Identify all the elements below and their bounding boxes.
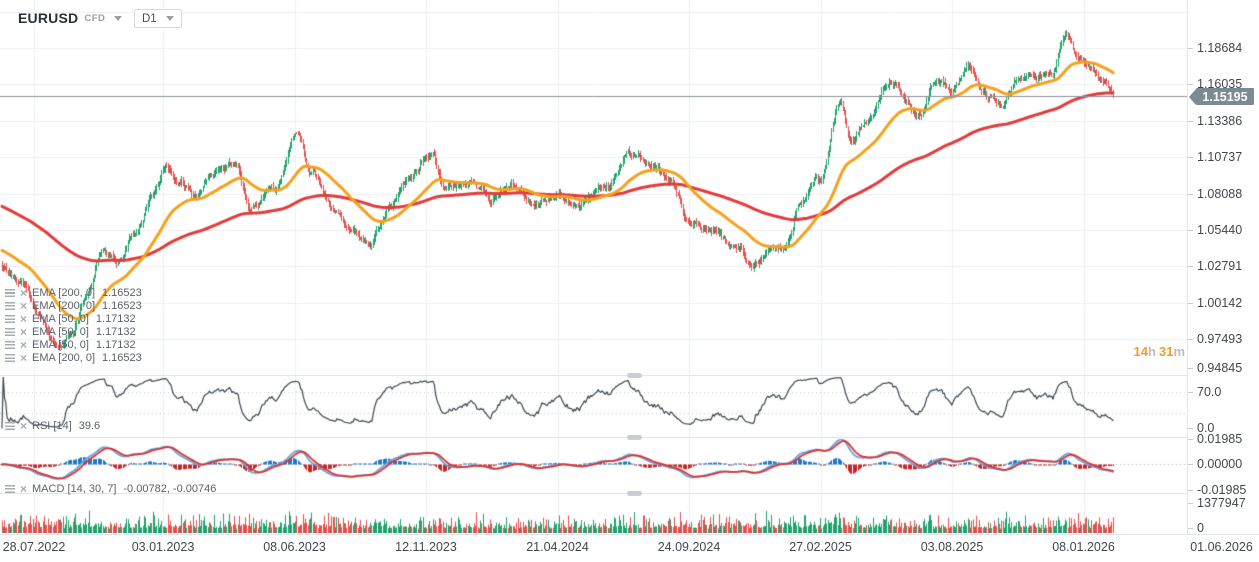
rsi-legend-row: RSI [14] 39.6 [5, 420, 100, 432]
ema-legend-row: EMA [200, 0] 1.16523 [5, 300, 142, 312]
indicator-menu-icon[interactable] [5, 315, 15, 323]
pane-divider-volume[interactable] [0, 491, 1187, 496]
price-axis-label: 1.10737 [1187, 150, 1243, 164]
symbol-selector[interactable]: EURUSD CFD [18, 8, 123, 28]
timeframe-select[interactable]: D1 [134, 9, 182, 28]
indicator-menu-icon[interactable] [5, 341, 15, 349]
countdown-minutes: 31 [1158, 344, 1174, 359]
divider-drag-handle[interactable] [627, 435, 642, 440]
indicator-value: -0.00782, -0.00746 [123, 483, 217, 495]
indicator-label: RSI [14] [32, 420, 72, 432]
timeframe-value: D1 [142, 12, 157, 25]
time-axis-label: 03.01.2023 [131, 540, 195, 554]
indicator-label: EMA [200, 0] [32, 287, 95, 299]
bar-close-countdown: 14h 31m [0, 344, 1185, 359]
macd-legend-row: MACD [14, 30, 7] -0.00782, -0.00746 [5, 483, 216, 495]
time-axis-label: 28.07.2022 [2, 540, 66, 554]
ema-legend-row: EMA [200, 0] 1.16523 [5, 352, 142, 364]
indicator-value: 1.17132 [95, 313, 136, 325]
price-axis-label: 1.02791 [1187, 259, 1243, 273]
indicator-value: 39.6 [78, 420, 101, 432]
indicator-value: 1.16523 [102, 300, 142, 312]
symbol-title: EURUSD [18, 10, 79, 26]
current-price-value: 1.15195 [1202, 89, 1248, 104]
macd-axis-label: 0.01985 [1187, 432, 1243, 446]
ema-legend-row: EMA [50, 0] 1.17132 [5, 326, 136, 338]
chart-canvas[interactable] [0, 0, 1187, 533]
rsi-axis-label: 0.0 [1187, 421, 1215, 435]
indicator-close-icon[interactable] [20, 301, 27, 311]
time-axis-label: 08.06.2023 [263, 540, 326, 554]
price-axis-label: 1.13386 [1187, 114, 1243, 128]
divider-drag-handle[interactable] [627, 373, 642, 378]
indicator-menu-icon[interactable] [5, 328, 15, 336]
indicator-close-icon[interactable] [20, 327, 27, 337]
countdown-minutes-unit: m [1173, 344, 1185, 359]
indicator-label: EMA [200, 0] [32, 300, 95, 312]
price-axis-label: 1.05440 [1187, 223, 1243, 237]
time-axis-label: 01.06.2026 [1190, 540, 1253, 554]
indicator-close-icon[interactable] [20, 421, 27, 431]
time-axis-label: 27.02.2025 [789, 540, 852, 554]
price-axis[interactable]: 1.18684 1.16035 1.13386 1.10737 1.08088 … [1187, 0, 1259, 535]
chevron-down-icon[interactable] [166, 16, 174, 21]
price-axis-label: 0.97493 [1187, 332, 1243, 346]
countdown-hours: 14 [1133, 344, 1149, 359]
indicator-menu-icon[interactable] [5, 354, 15, 362]
time-axis-label: 12.11.2023 [395, 540, 457, 554]
time-axis-label: 03.08.2025 [920, 540, 984, 554]
indicator-close-icon[interactable] [20, 484, 27, 494]
indicator-value: 1.17132 [95, 326, 136, 338]
rsi-axis-label: 70.0 [1187, 385, 1222, 399]
indicator-menu-icon[interactable] [5, 485, 15, 493]
volume-axis-label: 0 [1188, 521, 1204, 535]
time-axis[interactable]: 28.07.2022 03.01.2023 08.06.2023 12.11.2… [0, 534, 1259, 562]
macd-axis-label: 0.00000 [1187, 457, 1243, 471]
indicator-menu-icon[interactable] [5, 302, 15, 310]
indicator-label: EMA [50, 0] [32, 313, 89, 325]
price-axis-label: 0.94845 [1187, 361, 1243, 375]
time-axis-label: 08.01.2026 [1052, 540, 1115, 554]
indicator-close-icon[interactable] [20, 288, 27, 298]
divider-drag-handle[interactable] [627, 491, 642, 496]
indicator-label: MACD [14, 30, 7] [32, 483, 117, 495]
ema-legend-row: EMA [50, 0] 1.17132 [5, 313, 136, 325]
indicator-value: 1.16523 [102, 287, 142, 299]
chevron-down-icon[interactable] [114, 15, 123, 21]
indicator-close-icon[interactable] [20, 314, 27, 324]
indicator-label: EMA [50, 0] [32, 326, 89, 338]
pane-divider-rsi[interactable] [0, 373, 1187, 378]
price-axis-label: 1.18684 [1187, 41, 1243, 55]
indicator-label: EMA [50, 0] [32, 339, 89, 351]
price-axis-label: 1.08088 [1187, 187, 1243, 201]
indicator-menu-icon[interactable] [5, 289, 15, 297]
volume-axis-label: 1377947 [1188, 496, 1246, 510]
ema-legend-row: EMA [50, 0] 1.17132 [5, 339, 136, 351]
indicator-menu-icon[interactable] [5, 422, 15, 430]
time-axis-label: 24.09.2024 [657, 540, 721, 554]
current-price-tag: 1.15195 [1196, 88, 1254, 105]
time-axis-label: 21.04.2024 [526, 540, 589, 554]
instrument-type-badge: CFD [84, 12, 106, 24]
ema-legend-row: EMA [200, 0] 1.16523 [5, 287, 142, 299]
indicator-label: EMA [200, 0] [32, 352, 95, 364]
price-axis-label: 1.00142 [1187, 296, 1243, 310]
macd-axis-label: -0.01985 [1187, 483, 1247, 497]
pane-divider-macd[interactable] [0, 435, 1187, 440]
countdown-hours-unit: h [1148, 344, 1156, 359]
indicator-value: 1.17132 [95, 339, 136, 351]
indicator-value: 1.16523 [102, 352, 142, 364]
